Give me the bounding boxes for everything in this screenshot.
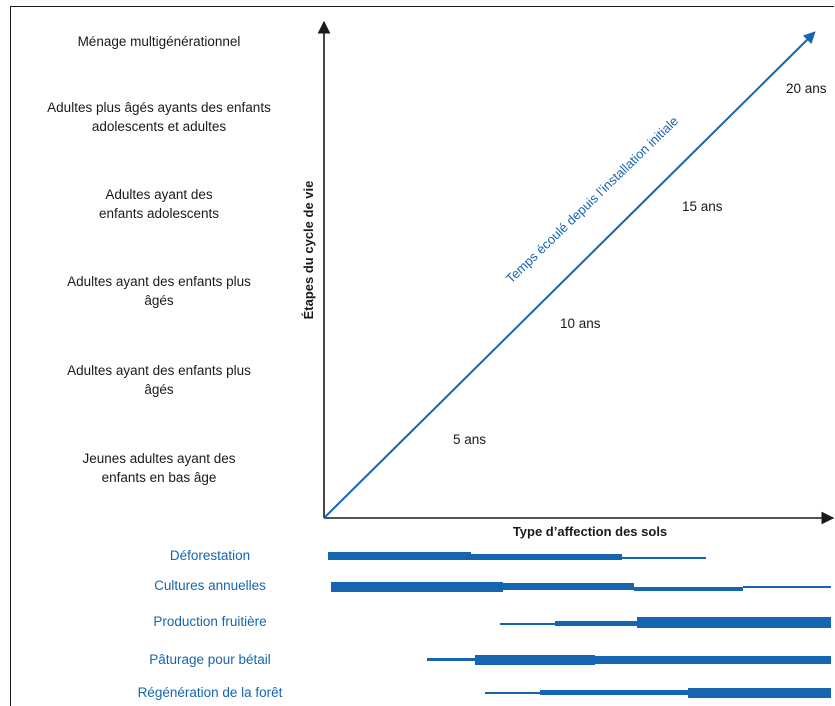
stage-adults-teen-children: Adultes ayant des enfants adolescents (98, 187, 220, 221)
bar-annual-crops-medium (503, 583, 634, 590)
bar-fruit-production-thick (637, 617, 831, 628)
time-marker-10: 10 ans (560, 316, 601, 331)
bar-livestock-grazing (427, 655, 831, 665)
bar-annual-crops-thick (331, 582, 503, 592)
bar-forest-regeneration-thin (485, 692, 540, 694)
bar-annual-crops-thin (743, 586, 831, 588)
bar-deforestation-thin (622, 557, 706, 559)
bar-annual-crops-light (634, 587, 743, 591)
x-axis-label: Type d’affection des sols (512, 524, 668, 539)
bar-fruit-production-medium (555, 621, 637, 626)
bar-livestock-grazing-medium (595, 656, 831, 664)
bar-livestock-grazing-thin (427, 658, 475, 661)
land-use-annual-crops: Cultures annuelles (154, 578, 266, 593)
bar-annual-crops (331, 582, 831, 592)
time-marker-15: 15 ans (682, 199, 723, 214)
time-marker-5: 5 ans (453, 432, 487, 447)
land-use-fruit-production: Production fruitière (153, 614, 267, 629)
stage-young-adults-small-children: Jeunes adultes ayant des enfants en bas … (82, 451, 236, 485)
diagram-frame (10, 6, 834, 706)
bar-forest-regeneration-medium (540, 690, 688, 695)
bar-forest-regeneration (485, 688, 831, 698)
land-use-livestock-grazing: Pâturage pour bétail (149, 652, 271, 667)
stage-older-adults-teen-adult-children: Adultes plus âgés ayants des enfants ado… (47, 100, 271, 134)
time-marker-20: 20 ans (786, 81, 827, 96)
bar-deforestation-thick (328, 552, 471, 560)
stage-adults-older-children-2: Adultes ayant des enfants plus âgés (67, 363, 251, 397)
bar-fruit-production-thin (500, 623, 555, 625)
y-axis-label-text: Étapes du cycle de vie (301, 180, 316, 320)
stage-adults-older-children-1: Adultes ayant des enfants plus âgés (67, 274, 251, 308)
bar-forest-regeneration-thick (688, 688, 831, 698)
bar-deforestation (328, 552, 706, 560)
bar-livestock-grazing-thick (475, 655, 595, 665)
time-arrow (323, 31, 816, 519)
bar-deforestation-medium (471, 554, 622, 560)
land-use-deforestation: Déforestation (169, 548, 251, 563)
land-use-forest-regeneration: Régénération de la forêt (137, 685, 283, 700)
bar-fruit-production (500, 617, 831, 628)
stage-multigenerational: Ménage multigénérationnel (77, 34, 241, 49)
